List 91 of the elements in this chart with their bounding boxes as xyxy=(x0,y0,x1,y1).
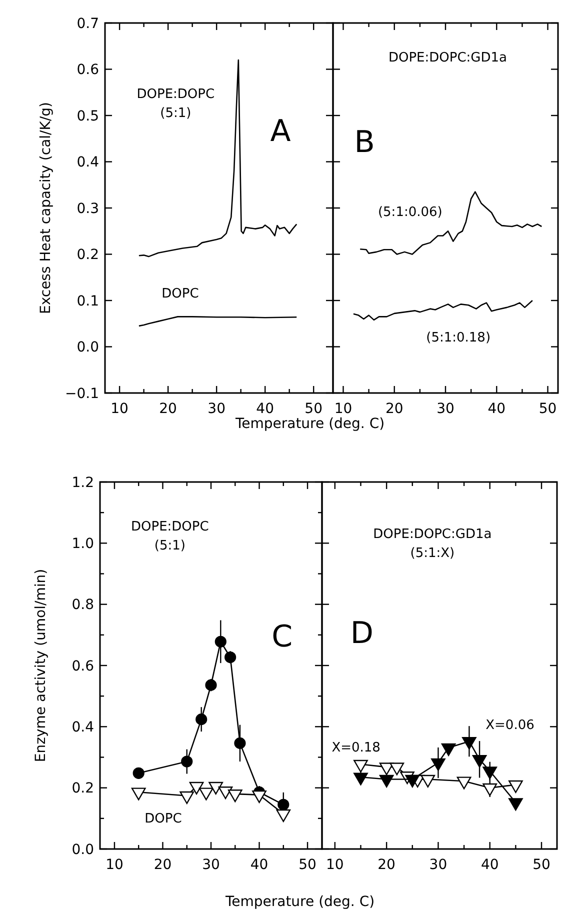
point xyxy=(234,737,246,749)
annotation: A xyxy=(270,114,292,149)
x-tick-label: 10 xyxy=(110,401,128,417)
text: DOPE:DOPC xyxy=(131,520,209,535)
x-tick-label: 20 xyxy=(385,401,404,417)
y-tick-label: 0.2 xyxy=(72,780,94,797)
x-tick-label: 20 xyxy=(378,857,396,873)
point xyxy=(228,790,242,802)
annotation: X=0.06 xyxy=(486,718,534,734)
y-tick-label: 0.5 xyxy=(76,108,99,124)
point xyxy=(131,788,146,800)
text: DOPE:DOPC:GD1a xyxy=(388,50,508,66)
annotation: DOPC xyxy=(162,286,199,302)
text: (5:1:X) xyxy=(410,546,455,561)
x-tick-label: 50 xyxy=(538,401,557,417)
annotation: B xyxy=(354,124,375,160)
x-axis-title: Temperature (deg. C) xyxy=(224,894,375,910)
annotation: C xyxy=(272,620,293,655)
x-tick-label: 30 xyxy=(429,857,448,873)
annotation: (5:1:0.18) xyxy=(426,330,491,346)
point xyxy=(252,790,266,804)
y-tick-label: 1.2 xyxy=(72,474,94,491)
y-tick-label: 0.2 xyxy=(76,247,99,264)
x-tick-label: 50 xyxy=(298,857,316,873)
text: DOPE:DOPC:GD1a xyxy=(373,526,492,542)
point xyxy=(180,791,194,804)
point xyxy=(181,756,193,768)
y-tick-label: 0.6 xyxy=(72,658,94,674)
point xyxy=(462,736,476,750)
line-series xyxy=(138,59,298,258)
y-axis-title: Enzyme activity (umol/min) xyxy=(33,568,49,762)
y-tick-label: 0.4 xyxy=(72,720,94,736)
x-tick-label: 10 xyxy=(334,401,352,417)
point xyxy=(405,774,420,788)
point xyxy=(196,714,208,726)
point xyxy=(456,776,472,790)
text: DOPE:DOPC xyxy=(136,86,215,102)
y-tick-label: 1.0 xyxy=(72,536,94,552)
text: (5:1) xyxy=(160,106,192,121)
x-tick-label: 40 xyxy=(256,401,274,417)
x-tick-label: 30 xyxy=(208,401,226,417)
point xyxy=(205,679,217,691)
point xyxy=(189,782,204,794)
annotation: D xyxy=(350,616,374,651)
x-tick-label: 20 xyxy=(154,857,172,873)
y-tick-label: 0.0 xyxy=(72,842,94,858)
x-tick-label: 40 xyxy=(250,857,268,873)
point xyxy=(420,774,436,788)
y-tick-label: 0.3 xyxy=(76,200,99,217)
y-tick-label: 0.0 xyxy=(76,340,99,356)
point xyxy=(379,762,394,776)
point xyxy=(379,774,394,788)
point xyxy=(218,786,233,800)
point xyxy=(431,758,446,771)
point xyxy=(198,788,214,800)
x-tick-label: 40 xyxy=(488,401,506,417)
x-tick-label: 20 xyxy=(159,401,177,417)
y-axis-title: Excess Heat capacity (cal/K/g) xyxy=(38,102,54,314)
y-tick-label: 0.4 xyxy=(76,154,100,171)
y-tick-label: 0.1 xyxy=(76,293,99,310)
y-tick-label: 0.8 xyxy=(72,597,94,614)
point xyxy=(482,783,498,796)
x-tick-label: 50 xyxy=(532,857,550,873)
x-tick-label: 30 xyxy=(436,401,454,417)
text: (5:1) xyxy=(154,538,186,554)
annotation: (5:1:0.06) xyxy=(378,204,442,220)
point xyxy=(132,767,144,779)
point xyxy=(354,760,368,772)
point xyxy=(208,782,224,794)
point xyxy=(354,772,368,786)
point xyxy=(482,766,498,780)
x-tick-label: 10 xyxy=(326,857,344,873)
line-series xyxy=(138,316,298,327)
point xyxy=(508,780,523,793)
x-tick-label: 30 xyxy=(202,857,220,873)
point xyxy=(276,809,291,822)
point xyxy=(472,754,487,768)
y-tick-label: 0.6 xyxy=(76,62,100,78)
point xyxy=(214,636,226,648)
x-tick-label: 40 xyxy=(480,857,499,873)
point xyxy=(441,743,456,756)
annotation: DOPC xyxy=(144,812,182,827)
y-tick-label: −0.1 xyxy=(65,386,99,402)
point xyxy=(390,762,404,776)
point xyxy=(508,798,523,811)
x-tick-label: 50 xyxy=(304,401,323,417)
annotation: X=0.18 xyxy=(332,740,380,756)
y-tick-label: 0.7 xyxy=(76,16,99,32)
x-axis-title: Temperature (deg. C) xyxy=(234,416,385,432)
x-tick-label: 10 xyxy=(106,857,124,873)
point xyxy=(224,651,236,664)
